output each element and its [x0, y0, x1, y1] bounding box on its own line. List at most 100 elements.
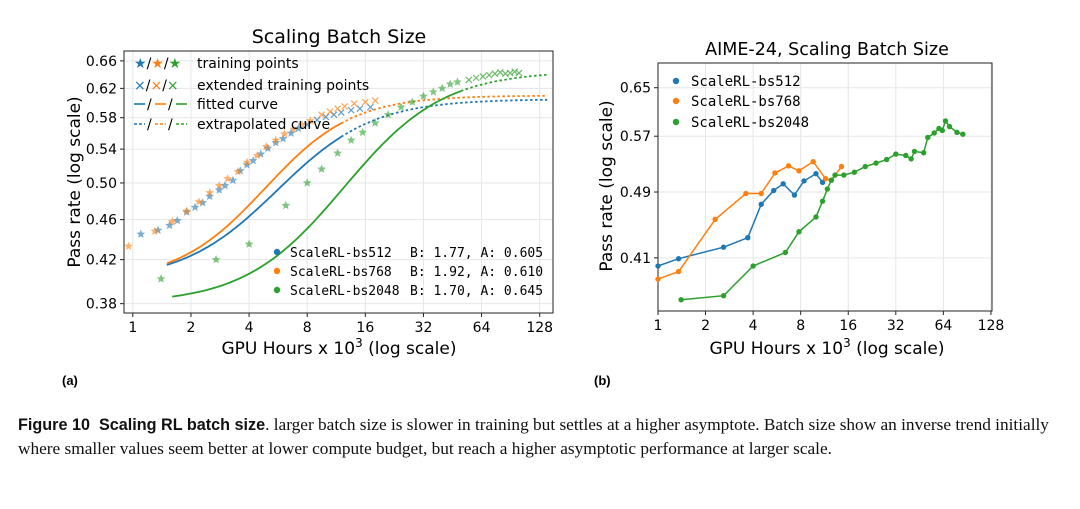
training-point-bs768: [124, 241, 133, 250]
training-point-bs768: [261, 142, 271, 151]
chart-a-ytick-label: 0.42: [86, 253, 117, 269]
data-point-bs2048: [796, 229, 802, 235]
legend-label-bs512: ScaleRL-bs512: [691, 74, 801, 90]
chart-b-xtick-label: 1: [654, 318, 663, 334]
data-point-bs2048: [903, 152, 909, 159]
data-point-bs512: [675, 256, 682, 262]
data-point-bs2048: [720, 293, 727, 299]
extended-point-bs2048: [515, 69, 523, 77]
data-point-bs2048: [750, 263, 756, 269]
chart-b-ytick-label: 0.57: [620, 129, 651, 145]
training-point-bs2048: [333, 148, 342, 157]
training-point-bs512: [136, 229, 146, 238]
data-point-bs768: [810, 158, 816, 165]
training-point-bs768: [271, 135, 281, 144]
style-legend-label-training: training points: [197, 56, 299, 72]
extended-point-bs2048: [506, 69, 514, 77]
extended-point-bs512: [356, 105, 364, 113]
chart-a-xtick-label: 2: [186, 320, 195, 336]
chart-b-xtick-label: 2: [701, 318, 710, 334]
figure-caption: Figure 10 Scaling RL batch size. larger …: [18, 413, 1068, 461]
training-point-bs2048: [437, 83, 447, 93]
training-point-bs512: [220, 181, 230, 190]
training-point-bs768: [167, 216, 177, 226]
training-point-bs512: [173, 216, 182, 225]
data-point-bs2048: [939, 127, 945, 134]
training-point-bs2048: [453, 77, 462, 86]
chart-b-ytick-label: 0.49: [620, 185, 651, 201]
chart-a-xtick-label: 16: [356, 320, 374, 336]
chart-b-xtick-label: 128: [978, 318, 1005, 334]
data-point-bs512: [655, 263, 661, 269]
fitted-curve-bs512: [166, 136, 342, 266]
fit-legend-params-bs768: B: 1.92, A: 0.610: [410, 265, 543, 280]
extended-point-bs768: [326, 108, 334, 116]
training-point-bs2048: [383, 110, 393, 119]
extended-point-bs2048: [485, 71, 493, 79]
series-line-bs2048: [681, 119, 964, 301]
chart-a-ytick-label: 0.46: [86, 213, 117, 229]
data-point-bs2048: [851, 169, 858, 175]
training-point-bs2048: [346, 135, 356, 144]
data-point-bs768: [655, 276, 661, 282]
data-point-bs768: [796, 168, 802, 174]
fitted-curve-bs768: [166, 122, 342, 265]
caption-title: Scaling RL batch size: [98, 416, 266, 434]
training-point-bs768: [242, 157, 252, 167]
extended-point-bs768: [318, 111, 326, 119]
extended-point-bs768: [350, 100, 358, 107]
series-line-bs768: [657, 160, 843, 280]
chart-a-fit-legend: ScaleRL-bs512 B: 1.77, A: 0.605 ScaleRL-…: [273, 246, 543, 299]
data-point-bs2048: [925, 134, 931, 141]
panel-a-label: (a): [62, 373, 78, 388]
training-point-bs512: [278, 134, 288, 143]
style-legend-label-extrapolated: extrapolated curve: [197, 117, 330, 133]
series-line-bs512: [657, 172, 824, 267]
chart-a-xlabel: GPU Hours x 103 (log scale): [221, 336, 456, 359]
fit-legend-name-bs2048: ScaleRL-bs2048: [290, 284, 400, 299]
data-point-bs2048: [824, 186, 831, 192]
extended-point-bs2048: [496, 68, 504, 76]
style-legend-markers-extended: ×/×/×: [134, 78, 179, 94]
training-point-bs2048: [302, 178, 312, 187]
extended-point-bs2048: [465, 76, 473, 84]
fit-legend-dot-bs768: [273, 267, 281, 275]
training-point-bs512: [190, 202, 200, 212]
style-legend-markers-extrapolated: / /: [134, 117, 187, 133]
extended-point-bs768: [334, 105, 342, 113]
data-point-bs512: [771, 187, 777, 194]
training-point-bs768: [223, 174, 233, 183]
data-point-bs512: [813, 170, 819, 177]
chart-a-ytick-label: 0.38: [86, 297, 117, 313]
data-point-bs512: [758, 201, 764, 207]
data-point-bs2048: [960, 131, 966, 137]
data-point-bs2048: [813, 214, 819, 220]
data-point-bs512: [791, 192, 798, 198]
style-legend-label-extended: extended training points: [197, 78, 369, 94]
training-point-bs2048: [396, 102, 406, 111]
chart-a-ylabel: Pass rate (log scale): [65, 96, 85, 267]
extended-point-bs2048: [511, 68, 519, 76]
training-point-bs768: [150, 226, 160, 235]
training-point-bs512: [228, 175, 238, 185]
fit-legend-params-bs2048: B: 1.70, A: 0.645: [410, 284, 543, 299]
caption-figure-number: Figure 10: [18, 416, 90, 434]
training-point-bs768: [233, 167, 243, 176]
extended-point-bs768: [361, 98, 369, 106]
training-point-bs512: [205, 191, 214, 201]
svg-text:/: /: [147, 97, 152, 113]
training-point-bs768: [305, 116, 315, 125]
data-point-bs768: [838, 163, 845, 170]
training-point-bs2048: [358, 127, 367, 137]
data-point-bs2048: [841, 172, 847, 178]
svg-text:/: /: [168, 117, 173, 133]
extended-point-bs2048: [472, 74, 480, 82]
data-point-bs2048: [873, 160, 879, 166]
chart-b-xlabel: GPU Hours x 103 (log scale): [709, 336, 944, 359]
data-point-bs2048: [946, 123, 953, 130]
training-point-bs768: [252, 151, 262, 160]
style-legend-markers-fitted: / /: [134, 97, 187, 113]
extended-point-bs512: [347, 106, 355, 114]
fit-legend-params-bs512: B: 1.77, A: 0.605: [410, 246, 543, 261]
fit-legend-name-bs512: ScaleRL-bs512: [290, 246, 392, 261]
